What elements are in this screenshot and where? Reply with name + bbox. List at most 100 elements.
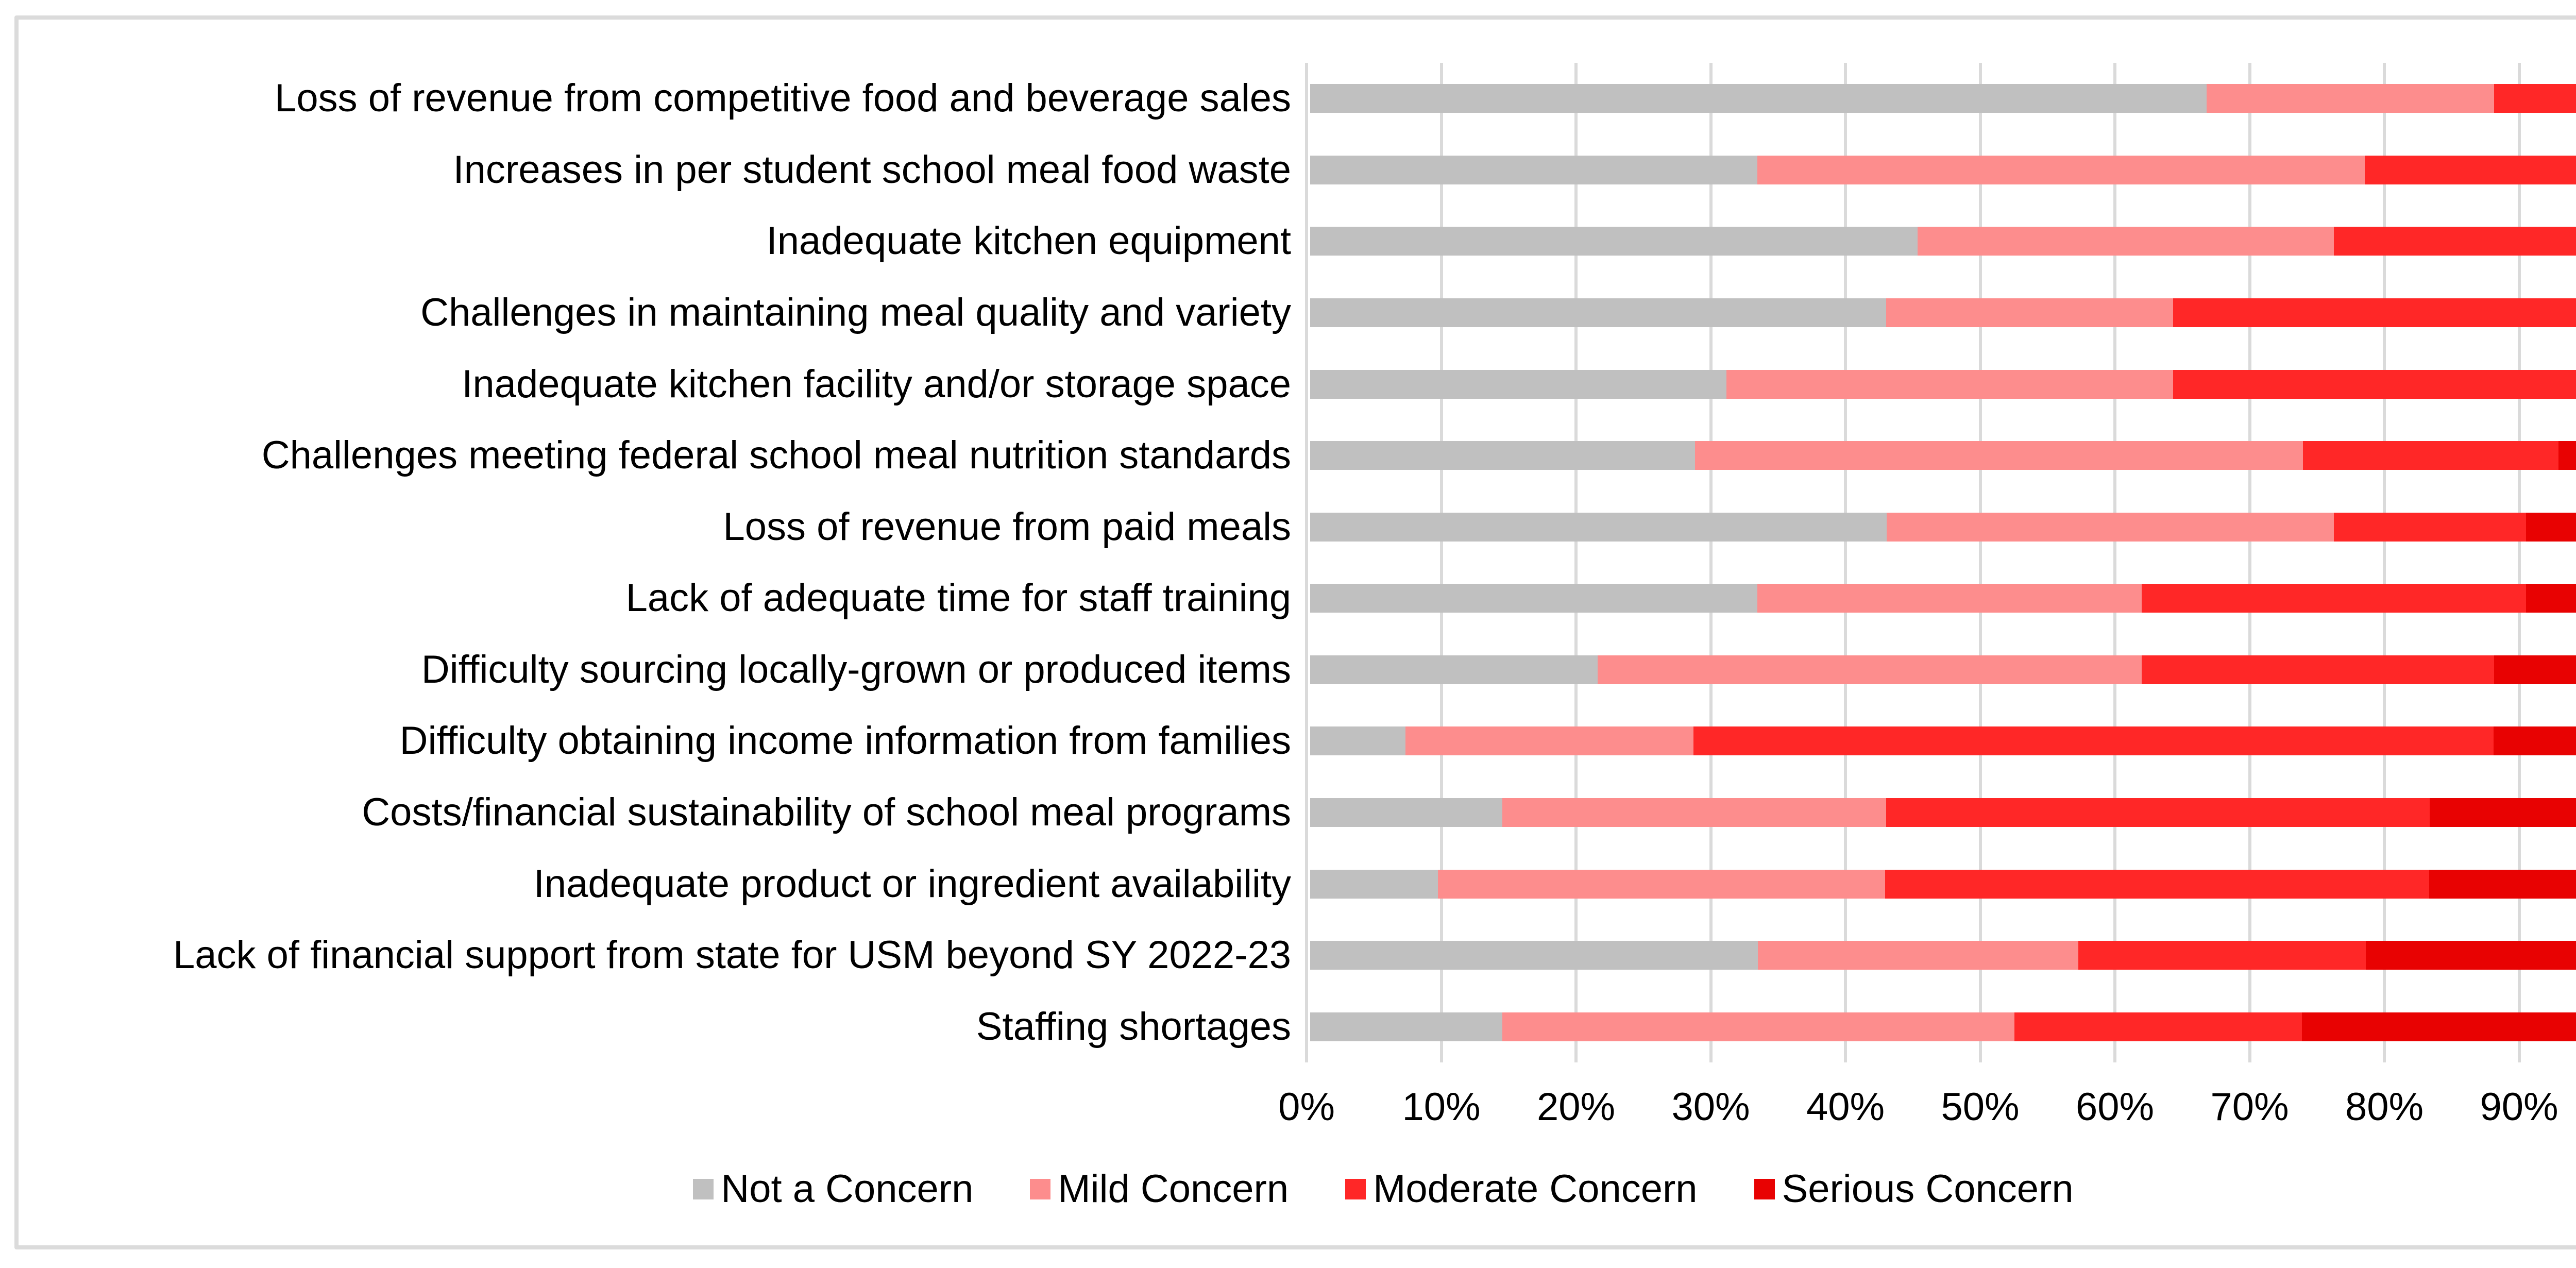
legend-label: Serious Concern [1782, 1167, 2074, 1211]
gridline-50 [1978, 63, 1982, 1062]
stacked-bar [1310, 155, 2576, 184]
stacked-bar [1310, 655, 2576, 684]
bar-segment-mild-concern [1758, 941, 2078, 970]
bar-segment-serious-concern [2494, 726, 2576, 756]
bar-segment-not-a-concern [1310, 155, 1758, 184]
bar-segment-mild-concern [1917, 227, 2334, 256]
bar-row [1310, 348, 2576, 420]
legend-swatch-icon [1754, 1179, 1775, 1199]
legend-swatch-icon [693, 1179, 714, 1199]
bar-segment-moderate-concern [2334, 512, 2527, 542]
stacked-bar [1310, 227, 2576, 256]
legend-label: Not a Concern [721, 1167, 974, 1211]
stacked-bar [1310, 512, 2576, 542]
bar-segment-moderate-concern [2078, 941, 2366, 970]
legend-item-serious-concern: Serious Concern [1754, 1170, 2074, 1209]
bar-segment-moderate-concern [2365, 155, 2576, 184]
legend-swatch-icon [1345, 1179, 1366, 1199]
chart-frame [14, 15, 2576, 1249]
bar-segment-serious-concern [2429, 798, 2576, 827]
bar-row [1310, 563, 2576, 634]
gridline-40 [1844, 63, 1847, 1062]
bar-segment-mild-concern [1886, 512, 2334, 542]
stacked-bar [1310, 798, 2576, 827]
bar-segment-mild-concern [1405, 726, 1693, 756]
category-label: Inadequate product or ingredient availab… [533, 861, 1291, 906]
bar-segment-moderate-concern [2302, 441, 2558, 470]
bar-row [1310, 491, 2576, 563]
bar-segment-moderate-concern [2014, 1012, 2302, 1041]
x-tick-label: 0% [1278, 1085, 1335, 1129]
stacked-bar [1310, 369, 2576, 399]
bar-segment-mild-concern [1694, 441, 2303, 470]
legend-label: Moderate Concern [1373, 1167, 1698, 1211]
bar-segment-mild-concern [1757, 155, 2365, 184]
stacked-bar [1310, 84, 2576, 113]
legend-label: Mild Concern [1058, 1167, 1289, 1211]
gridline-10 [1439, 63, 1443, 1062]
stacked-bar [1310, 1012, 2576, 1041]
bar-segment-not-a-concern [1310, 726, 1406, 756]
bar-row [1310, 277, 2576, 349]
bar-segment-not-a-concern [1310, 798, 1502, 827]
x-tick-label: 80% [2345, 1085, 2424, 1129]
gridline-90 [2517, 63, 2521, 1062]
bar-segment-mild-concern [1598, 655, 2142, 684]
bar-segment-moderate-concern [2494, 84, 2576, 113]
bar-segment-mild-concern [2206, 84, 2494, 113]
x-tick-label: 50% [1941, 1085, 2020, 1129]
bar-segment-mild-concern [1437, 869, 1886, 899]
bar-segment-moderate-concern [1886, 798, 2430, 827]
category-label: Challenges in maintaining meal quality a… [420, 290, 1291, 334]
x-tick-label: 20% [1536, 1085, 1616, 1129]
bar-segment-moderate-concern [2142, 655, 2494, 684]
category-label: Difficulty obtaining income information … [399, 719, 1291, 763]
bar-segment-serious-concern [2366, 941, 2576, 970]
stacked-bar [1310, 584, 2576, 613]
category-label: Increases in per student school meal foo… [453, 147, 1291, 192]
bar-row [1310, 777, 2576, 849]
bar-segment-serious-concern [2494, 655, 2576, 684]
bar-row [1310, 134, 2576, 206]
bar-segment-moderate-concern [2142, 584, 2527, 613]
x-tick-label: 70% [2210, 1085, 2289, 1129]
gridline-20 [1574, 63, 1578, 1062]
bar-segment-not-a-concern [1310, 655, 1598, 684]
bar-segment-serious-concern [2429, 869, 2576, 899]
category-label: Challenges meeting federal school meal n… [261, 433, 1291, 478]
bar-segment-not-a-concern [1310, 1012, 1502, 1041]
gridline-80 [2383, 63, 2386, 1062]
bar-segment-moderate-concern [1885, 869, 2430, 899]
category-label: Staffing shortages [976, 1004, 1291, 1049]
legend: Not a Concern Mild Concern Moderate Concer… [0, 1170, 2576, 1209]
legend-item-not-a-concern: Not a Concern [693, 1170, 973, 1209]
gridline-60 [2113, 63, 2116, 1062]
x-tick-label: 90% [2480, 1085, 2558, 1129]
bar-segment-not-a-concern [1310, 227, 1918, 256]
category-label: Loss of revenue from competitive food an… [275, 76, 1291, 121]
bar-segment-not-a-concern [1310, 584, 1758, 613]
plot-area [1305, 63, 2576, 1062]
stacked-bar [1310, 441, 2576, 470]
category-label: Difficulty sourcing locally-grown or pro… [421, 647, 1291, 691]
bar-segment-not-a-concern [1310, 298, 1886, 327]
stacked-bar [1310, 726, 2576, 756]
bar-segment-mild-concern [1502, 1012, 2014, 1041]
bar-segment-serious-concern [2526, 512, 2576, 542]
bar-segment-not-a-concern [1310, 941, 1758, 970]
bar-segment-serious-concern [2558, 441, 2576, 470]
gridline-70 [2248, 63, 2251, 1062]
bar-row [1310, 63, 2576, 134]
stacked-bar [1310, 869, 2576, 899]
stacked-bar [1310, 298, 2576, 327]
bar-segment-not-a-concern [1310, 869, 1438, 899]
bar-segment-mild-concern [1726, 369, 2174, 399]
bar-segment-mild-concern [1886, 298, 2174, 327]
bar-row [1310, 920, 2576, 991]
category-label: Costs/financial sustainability of school… [362, 790, 1291, 834]
bar-row [1310, 420, 2576, 492]
bar-segment-not-a-concern [1310, 369, 1726, 399]
category-label: Inadequate kitchen equipment [766, 219, 1291, 263]
bar-row [1310, 634, 2576, 706]
x-axis: 0%10%20%30%40%50%60%70%80%90%100% [1278, 1085, 2576, 1134]
